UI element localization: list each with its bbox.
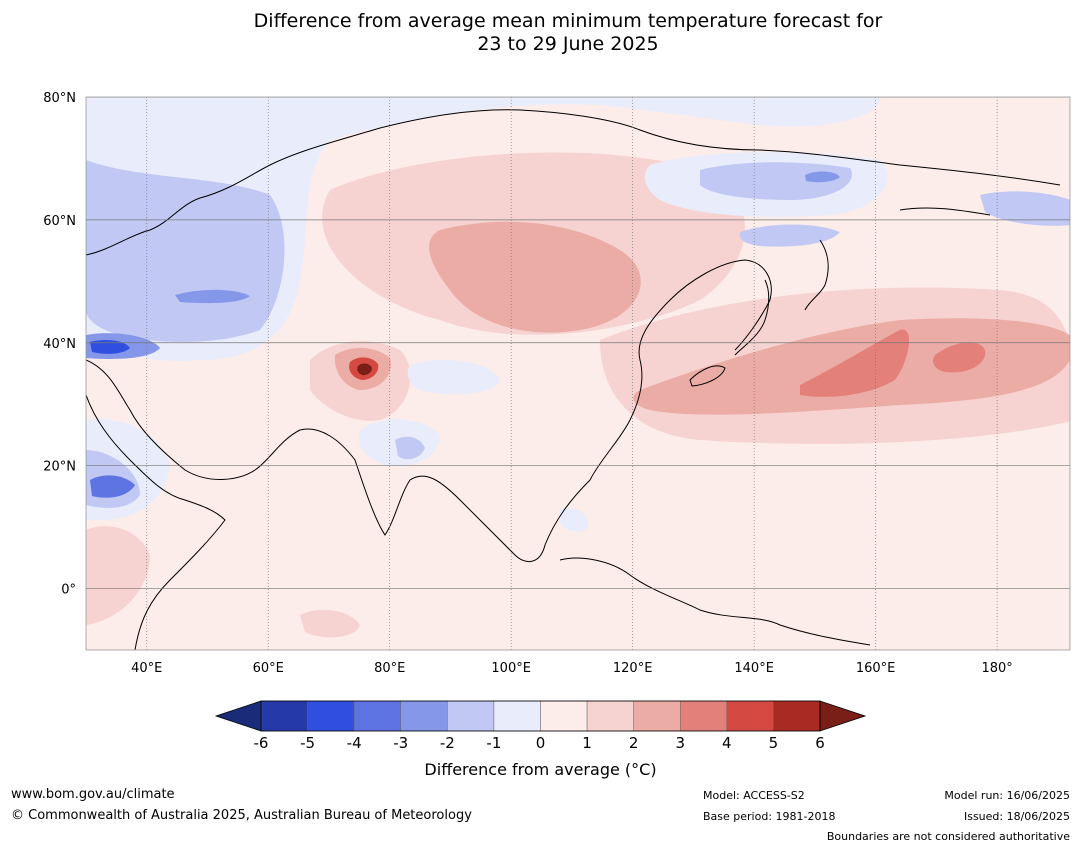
- colorbar-tick-label: -5: [300, 734, 315, 752]
- colorbar-tick-label: 1: [582, 734, 592, 752]
- model-name: Model: ACCESS-S2: [703, 789, 805, 802]
- colorbar-segment: [773, 700, 821, 732]
- cold-anomalies: [86, 97, 1070, 532]
- longitude-label: 40°E: [131, 661, 162, 676]
- colorbar-extend-low: [214, 700, 262, 732]
- colorbar-segment: [400, 700, 448, 732]
- colorbar-segment: [447, 700, 495, 732]
- warm-anomalies: [86, 144, 1070, 638]
- anomaly-region: [805, 171, 840, 183]
- longitude-label: 60°E: [253, 661, 284, 676]
- colorbar-label: Difference from average (°C): [424, 760, 657, 779]
- coastline: [734, 279, 770, 356]
- colorbar-segment: [633, 700, 681, 732]
- colorbar-outline: [260, 700, 821, 732]
- title-line-1: Difference from average mean minimum tem…: [253, 10, 883, 32]
- coastline: [689, 365, 726, 387]
- latitude-label: 0°: [61, 583, 76, 598]
- longitude-label: 120°E: [613, 661, 653, 676]
- colorbar-tick-label: 6: [815, 734, 825, 752]
- anomaly-region: [739, 224, 840, 247]
- colorbar-segment: [540, 700, 588, 732]
- longitude-label: 160°E: [856, 661, 896, 676]
- longitude-label: 80°E: [374, 661, 405, 676]
- colorbar-extend-high: [819, 700, 867, 732]
- title-line-2: 23 to 29 June 2025: [477, 33, 659, 55]
- coastline: [899, 207, 991, 216]
- graticule: [86, 97, 1070, 650]
- anomaly-region: [980, 191, 1070, 226]
- latitude-label: 40°N: [43, 337, 76, 352]
- map-frame: [85, 96, 1071, 651]
- colorbar-tick-label: 4: [722, 734, 732, 752]
- copyright-text: © Commonwealth of Australia 2025, Austra…: [11, 808, 472, 823]
- colorbar-segment: [680, 700, 728, 732]
- anomaly-region: [175, 289, 250, 304]
- latitude-labels: 80°N 60°N 40°N 20°N 0°: [43, 91, 76, 598]
- colorbar-tick-label: 0: [536, 734, 546, 752]
- anomaly-region: [300, 609, 360, 638]
- latitude-label: 20°N: [43, 460, 76, 475]
- colorbar-segment: [260, 700, 308, 732]
- anomaly-region: [395, 436, 425, 460]
- longitude-label: 100°E: [491, 661, 531, 676]
- issued-date: Issued: 18/06/2025: [963, 810, 1070, 823]
- colorbar-tick-label: -4: [347, 734, 362, 752]
- model-run-date: Model run: 16/06/2025: [944, 789, 1070, 802]
- colorbar-segment: [353, 700, 401, 732]
- anomaly-region: [86, 97, 880, 361]
- colorbar-segment: [586, 700, 634, 732]
- colorbar-segment: [726, 700, 774, 732]
- colorbar-segment: [493, 700, 541, 732]
- website-link[interactable]: www.bom.gov.au/climate: [11, 787, 175, 802]
- colorbar-segment: [307, 700, 355, 732]
- colorbar-tick-label: -2: [440, 734, 455, 752]
- anomaly-region: [86, 526, 150, 625]
- anomaly-region: [933, 342, 986, 373]
- anomaly-region: [800, 329, 910, 397]
- coastlines: [86, 109, 1061, 650]
- coastline: [559, 557, 871, 646]
- colorbar: -6 -5 -4 -3 -2 -1 0 1 2 3 4 5 6: [214, 700, 867, 752]
- longitude-label: 140°E: [734, 661, 774, 676]
- colorbar-tick-label: -1: [486, 734, 501, 752]
- coastline: [86, 109, 1061, 256]
- longitude-label: 180°: [981, 661, 1012, 676]
- anomaly-region: [560, 508, 589, 532]
- anomaly-region: [429, 221, 641, 333]
- anomaly-region: [407, 360, 500, 395]
- anomaly-region: [90, 475, 135, 498]
- latitude-label: 80°N: [43, 91, 76, 106]
- colorbar-tick-label: -3: [393, 734, 408, 752]
- anomaly-region: [700, 162, 852, 200]
- coastline: [86, 394, 226, 650]
- colorbar-tick-label: 5: [769, 734, 779, 752]
- map-panel: [86, 97, 1070, 650]
- colorbar-tick-label: -6: [254, 734, 269, 752]
- base-period: Base period: 1981-2018: [703, 810, 836, 823]
- colorbar-tick-label: 3: [675, 734, 685, 752]
- boundaries-disclaimer: Boundaries are not considered authoritat…: [826, 830, 1070, 843]
- longitude-labels: 40°E 60°E 80°E 100°E 120°E 140°E 160°E 180°: [131, 661, 1013, 676]
- anomaly-region: [357, 363, 372, 376]
- colorbar-tick-label: 2: [629, 734, 639, 752]
- anomaly-region: [90, 340, 130, 354]
- coastline: [86, 259, 772, 563]
- map-title: Difference from average mean minimum tem…: [0, 10, 1081, 56]
- coastline: [804, 239, 829, 311]
- latitude-label: 60°N: [43, 214, 76, 229]
